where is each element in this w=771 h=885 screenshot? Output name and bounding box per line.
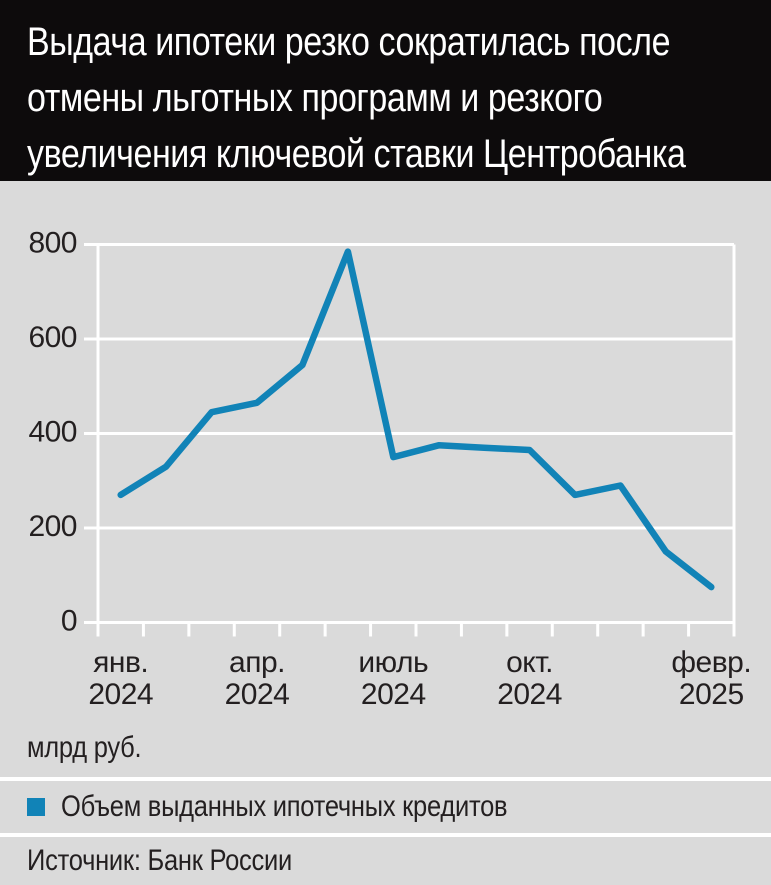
y-tick-label: 200 — [28, 510, 77, 543]
chart-area: 0 200 400 600 800 янв. 2024 апр. 2024 июль 2024 окт… — [0, 181, 771, 777]
chart-header: Выдача ипотеки резко сократилась после о… — [0, 0, 771, 181]
chart-title-line-1: Выдача ипотеки резко сократилась после — [27, 20, 671, 64]
y-tick-label: 600 — [28, 321, 77, 354]
x-tick-label-year: 2024 — [361, 678, 426, 711]
source-text: Источник: Банк России — [27, 844, 292, 877]
x-tick-label-year: 2025 — [679, 678, 744, 711]
line-chart: 0200400600800янв.2024апр.2024июль2024окт… — [28, 227, 751, 712]
x-tick-label-month: июль — [358, 646, 428, 679]
y-axis-units-label: млрд руб. — [27, 731, 142, 764]
mortgage-volume-line — [117, 248, 715, 591]
legend-swatch — [27, 798, 45, 816]
chart-title-line-3: увеличения ключевой ставки Центробанка — [27, 132, 686, 176]
y-tick-label: 0 — [61, 605, 77, 638]
section-divider — [0, 833, 771, 837]
chart-legend: Объем выданных ипотечных кредитов — [0, 781, 771, 833]
x-tick-label-year: 2024 — [497, 678, 562, 711]
x-tick-label-month: февр. — [671, 646, 751, 679]
x-tick-label-month: янв. — [93, 646, 148, 679]
legend-label: Объем выданных ипотечных кредитов — [61, 790, 508, 823]
x-tick-label-year: 2024 — [225, 678, 290, 711]
y-tick-label: 400 — [28, 416, 77, 449]
x-tick-label-month: окт. — [506, 646, 553, 679]
chart-title-line-2: отмены льготных программ и резкого — [27, 76, 603, 120]
y-tick-label: 800 — [28, 227, 77, 260]
source-row: Источник: Банк России — [0, 837, 771, 885]
section-divider — [0, 777, 771, 781]
x-tick-label-month: апр. — [229, 646, 285, 679]
x-tick-label-year: 2024 — [88, 678, 153, 711]
